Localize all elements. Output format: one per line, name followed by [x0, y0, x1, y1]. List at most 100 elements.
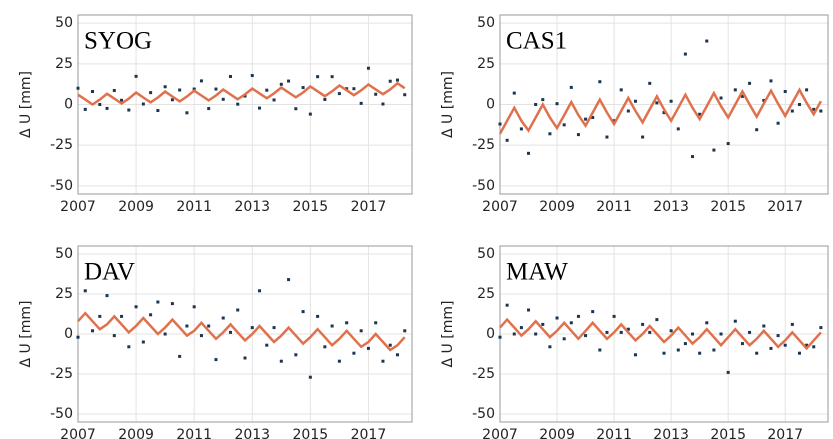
data-point [812, 107, 816, 111]
data-point [541, 322, 545, 326]
x-tick-label: 2011 [176, 199, 212, 215]
panel: -50 -25 0 25 50 2007 2009 2011 2013 2015 2017 Δ U [… [440, 245, 829, 439]
x-tick-label: 2009 [118, 427, 154, 439]
data-point [395, 353, 399, 357]
data-point [330, 75, 334, 79]
y-tick-label: 25 [477, 286, 495, 302]
data-point [236, 308, 240, 312]
data-point [591, 310, 595, 314]
data-point [633, 99, 637, 103]
data-point [91, 89, 95, 93]
data-point [576, 314, 580, 318]
data-point [388, 79, 392, 83]
y-axis-label: Δ U [mm] [18, 71, 34, 138]
data-point [301, 86, 305, 90]
data-point [783, 89, 787, 93]
data-point [662, 111, 666, 115]
data-point [250, 74, 254, 78]
data-point [366, 66, 370, 70]
data-point [395, 78, 399, 82]
data-point [228, 330, 232, 334]
data-point [619, 330, 623, 334]
data-point [705, 39, 709, 43]
data-point [236, 102, 240, 106]
y-tick-label: 0 [64, 97, 73, 113]
data-point [83, 289, 87, 293]
data-point [214, 358, 218, 362]
data-point [163, 332, 167, 336]
data-point [272, 326, 276, 330]
data-point [272, 98, 276, 102]
data-point [605, 135, 609, 139]
panel: -50 -25 0 25 50 2007 2009 2011 2013 2015 2017 Δ U [… [440, 14, 829, 215]
data-point [185, 324, 189, 328]
data-point [345, 321, 349, 325]
panel-title: CAS1 [506, 28, 567, 55]
data-point [98, 103, 102, 106]
data-point [163, 85, 167, 89]
data-point [719, 96, 723, 100]
data-point [76, 86, 80, 90]
data-point [359, 329, 363, 333]
data-point [691, 332, 695, 336]
y-axis-label: Δ U [mm] [440, 71, 456, 138]
data-point [683, 342, 687, 346]
data-point [105, 294, 109, 298]
data-point [598, 80, 602, 84]
data-point [112, 89, 116, 93]
data-point [584, 334, 588, 338]
data-point [797, 103, 801, 106]
x-tick-label: 2011 [176, 427, 212, 439]
data-point [192, 87, 196, 91]
y-tick-label: -25 [50, 137, 73, 153]
data-point [805, 343, 809, 347]
data-point [569, 321, 573, 325]
data-point [527, 308, 531, 312]
data-point [605, 330, 609, 334]
data-point [323, 345, 327, 349]
data-point [705, 321, 709, 325]
x-tick-label: 2007 [60, 199, 96, 215]
y-axis-label: Δ U [mm] [440, 301, 456, 368]
x-tick-label: 2007 [482, 199, 518, 215]
data-point [381, 102, 385, 106]
x-tick-label: 2009 [118, 199, 154, 215]
fit-line [499, 317, 822, 351]
plot-frame [77, 245, 413, 423]
fit-line [498, 87, 822, 135]
x-tick-label: 2017 [351, 199, 387, 215]
data-point [669, 99, 673, 103]
data-point [403, 93, 407, 97]
y-tick-label: 0 [64, 326, 73, 342]
data-point [676, 127, 680, 131]
data-point [527, 151, 531, 155]
y-tick-label: -50 [50, 406, 73, 422]
y-tick-label: 50 [55, 246, 73, 262]
data-point [316, 75, 320, 79]
data-point [562, 337, 566, 341]
data-point [141, 102, 145, 106]
x-tick-label: 2007 [60, 427, 96, 439]
data-point [105, 106, 109, 110]
data-point [698, 351, 702, 355]
data-point [626, 109, 630, 113]
data-point [141, 340, 145, 344]
data-point [790, 322, 794, 326]
panel-title: DAV [84, 259, 135, 286]
data-point [337, 359, 341, 363]
y-tick-label: 25 [55, 286, 73, 302]
data-point [330, 324, 334, 328]
data-point [812, 345, 816, 349]
data-point [112, 334, 116, 338]
data-point [98, 314, 102, 318]
data-point [512, 91, 516, 95]
data-point [676, 348, 680, 352]
data-point [648, 81, 652, 85]
data-point [783, 343, 787, 347]
data-point [555, 316, 559, 320]
data-point [505, 303, 509, 307]
x-tick-label: 2013 [234, 199, 270, 215]
data-point [726, 142, 730, 146]
data-point [294, 353, 298, 357]
